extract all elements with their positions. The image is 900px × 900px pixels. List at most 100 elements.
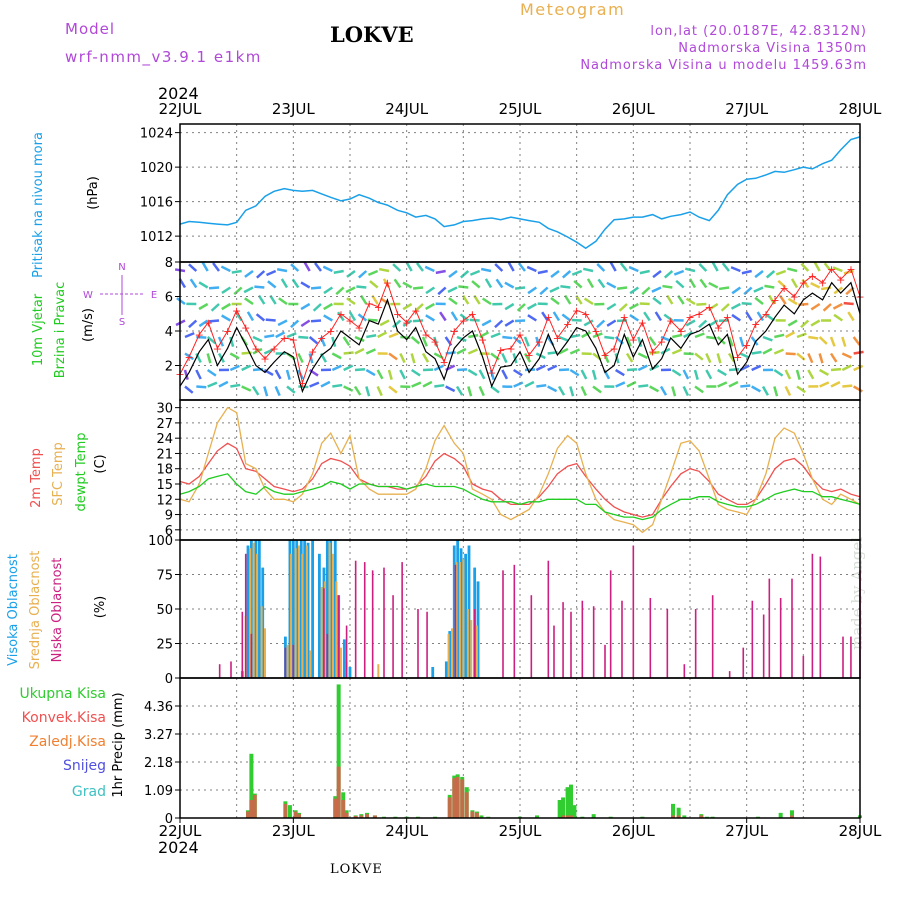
cloud-bar-low — [742, 647, 745, 678]
wind-vector-arrow — [331, 364, 342, 372]
wind-vector-arrow — [467, 368, 478, 377]
wind-vector-arrow — [516, 303, 526, 312]
precip-legend-item: Grad — [72, 784, 106, 800]
wind-vector-arrow — [189, 278, 198, 289]
y-tick-label: 18 — [156, 463, 173, 478]
wind-vector-arrow — [388, 332, 399, 339]
wind-vector-arrow — [435, 269, 446, 275]
precip-legend-item: Snijeg — [63, 758, 106, 774]
lonlat-label: lon,lat (20.0187E, 42.8312N) — [650, 24, 867, 39]
y-tick-label: 24 — [156, 432, 173, 447]
wind-vector-arrow — [308, 353, 314, 364]
wind-vector-arrow — [662, 284, 673, 289]
pressure-line — [179, 136, 861, 250]
cloud-bar-high — [299, 540, 303, 678]
wind-vector-arrow — [450, 311, 459, 322]
wind-vector-arrow — [649, 385, 660, 393]
precip-convective-bar — [676, 815, 681, 818]
wind-vector-arrow — [320, 380, 331, 388]
cloud-bar-low — [241, 611, 244, 678]
cloud-bar-low — [819, 556, 822, 678]
elevation-label: Nadmorska Visina 1350m — [678, 41, 867, 56]
cloud-bar-low — [791, 578, 793, 678]
wind-speed-line — [179, 281, 861, 394]
wind-gust-marker: + — [761, 308, 770, 321]
cloud-bar-high — [303, 540, 307, 678]
wind-vector-arrow — [456, 335, 467, 342]
wind-vector-arrow — [448, 269, 458, 278]
wind-vector-arrow — [787, 297, 798, 306]
wind-gust-marker: + — [827, 263, 836, 276]
wind-gust-marker: + — [563, 318, 572, 331]
wind-vector-arrow — [252, 335, 263, 343]
wind-vector-arrow — [265, 269, 277, 277]
wind-vector-arrow — [591, 369, 597, 380]
cloud-bar-low — [711, 595, 714, 678]
wind-vector-arrow — [298, 385, 309, 389]
wind-vector-arrow — [399, 352, 406, 364]
cloud-bar-mid — [264, 628, 266, 678]
compass-west-label: W — [83, 290, 93, 301]
wind-vector-arrow — [212, 262, 221, 272]
wind-gust-marker: + — [195, 328, 204, 341]
wind-vector-arrow — [727, 336, 734, 347]
wind-vector-arrow — [421, 352, 430, 363]
wind-vector-arrow — [252, 347, 263, 355]
wind-gust-marker: + — [345, 315, 354, 328]
wind-vector-arrow — [513, 368, 523, 377]
wind-gust-marker: + — [411, 304, 420, 317]
wind-unit-label: (m/s) — [81, 308, 96, 342]
cloud-bar-mid — [298, 545, 300, 678]
wind-vector-arrow — [750, 336, 759, 346]
y-tick-label: 2 — [165, 360, 173, 375]
wind-vector-arrow — [762, 347, 773, 355]
cloud-bar-high — [333, 540, 337, 678]
cloud-bar-low — [218, 664, 221, 678]
cloud-bar-low — [250, 633, 253, 678]
wind-vector-arrow — [246, 311, 255, 322]
wind-vector-arrow — [335, 286, 345, 296]
wind-vector-arrow — [852, 336, 861, 346]
y-tick-label: 0 — [165, 812, 173, 827]
wind-vector-arrow — [300, 319, 311, 328]
cloud-bar-low — [604, 644, 606, 678]
panel-frame-pressure — [179, 123, 861, 263]
wind-vector-arrow — [410, 353, 416, 364]
wind-vector-arrow — [615, 368, 625, 377]
wind-vector-arrow — [571, 269, 583, 276]
cloud-bar-low — [802, 655, 805, 678]
year-label-top: 2024 — [158, 84, 199, 103]
wind-vector-arrow — [720, 303, 730, 312]
wind-vector-arrow — [221, 302, 231, 311]
wind-vector-arrow — [582, 267, 594, 273]
year-label-bottom: 2024 — [158, 838, 199, 857]
wind-vector-arrow — [220, 265, 231, 273]
wind-gust-marker: + — [487, 366, 496, 379]
precip-total-bar — [535, 815, 539, 818]
wind-vector-arrow — [388, 352, 398, 361]
wind-vector-arrow — [682, 369, 690, 380]
wind-vector-arrow — [609, 261, 617, 272]
precip-legend-item: Ukupna Kisa — [19, 686, 106, 702]
wind-vector-arrow — [765, 270, 776, 279]
precip-convective-bar — [341, 800, 346, 818]
cloud-bar-high — [318, 553, 321, 678]
wind-vector-arrow — [583, 297, 594, 306]
wind-vector-arrow — [708, 302, 719, 311]
wind-vector-arrow — [410, 368, 421, 377]
wind-vector-arrow — [743, 286, 753, 296]
wind-vector-arrow — [536, 384, 547, 388]
cloud-bar-low — [513, 564, 516, 678]
wind-gust-marker: + — [232, 304, 241, 317]
temp-unit-label: (C) — [93, 454, 108, 473]
wind-vector-arrow — [343, 364, 354, 372]
x-tick-label-bottom: 22JUL — [159, 822, 202, 840]
wind-vector-arrow — [575, 294, 583, 305]
wind-vector-arrow — [597, 278, 606, 289]
wind-vector-arrow — [411, 381, 422, 388]
y-tick-label: 9 — [165, 509, 173, 524]
cloud-bar-high — [250, 540, 253, 678]
wind-gust-marker: + — [666, 315, 675, 328]
wind-vector-arrow — [467, 386, 473, 397]
wind-vector-arrow — [229, 336, 235, 347]
